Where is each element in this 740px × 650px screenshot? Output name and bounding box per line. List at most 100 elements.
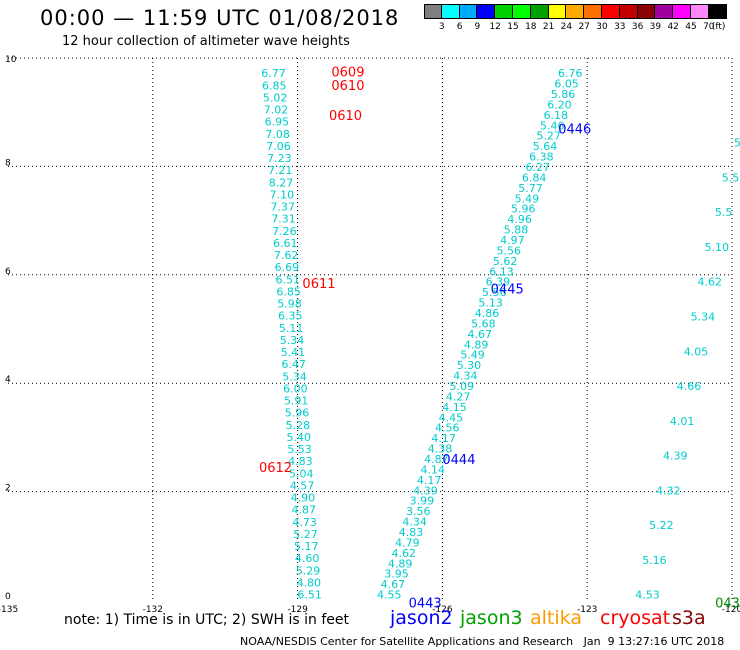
- color-scale-label: 3: [438, 22, 445, 32]
- wave-height-value: 7.02: [264, 104, 289, 117]
- color-scale-label: 9: [474, 22, 481, 32]
- color-swatch: [602, 4, 620, 19]
- color-scale-label: 36: [631, 22, 644, 32]
- lat-tick-label: 4: [5, 375, 11, 385]
- wave-height-value: 6.85: [276, 285, 301, 298]
- color-scale-label: 45: [685, 22, 697, 32]
- wave-height-value: 4.39: [413, 484, 438, 497]
- wave-height-value: 4.90: [291, 492, 316, 505]
- map-subtitle: 12 hour collection of altimeter wave hei…: [62, 34, 350, 49]
- lon-tick-label: -135: [0, 605, 18, 615]
- wave-height-value: 5.88: [504, 224, 529, 237]
- wave-height-value: 6.18: [544, 109, 569, 122]
- pass-number-label: 0612: [259, 461, 292, 476]
- wave-height-value: 4.15: [442, 401, 467, 414]
- wave-height-value: 5.91: [284, 395, 309, 408]
- lon-tick-label: -120: [722, 605, 740, 615]
- wave-height-value: 5.27: [536, 130, 561, 143]
- lat-tick-label: 8: [5, 158, 11, 168]
- wave-height-value: 5.98: [277, 298, 302, 311]
- lat-tick-label: 2: [5, 484, 11, 494]
- color-swatch: [530, 4, 549, 19]
- wave-height-value: 5.53: [287, 443, 312, 456]
- wave-height-value: 7.31: [271, 213, 296, 226]
- wave-height-value: 5.46: [540, 119, 565, 132]
- wave-height-value: 4.60: [295, 552, 320, 565]
- lat-tick-label: 10: [5, 55, 17, 65]
- color-scale-label: 12: [489, 22, 501, 32]
- color-bar-frame: [424, 4, 727, 19]
- wave-height-value: 4.87: [292, 504, 317, 517]
- color-scale-label: 27: [578, 22, 590, 32]
- wave-height-value: 6.35: [278, 310, 303, 323]
- wave-height-value: 5.64: [533, 140, 558, 153]
- wave-height-value: 5.86: [551, 88, 576, 101]
- wave-height-value: 6.27: [525, 161, 550, 174]
- wave-height-value: 5.10: [704, 241, 729, 254]
- wave-height-value: 5.56: [482, 286, 507, 299]
- color-swatch: [584, 4, 602, 19]
- color-swatch: [637, 4, 656, 19]
- wave-height-value: 4.87: [424, 453, 449, 466]
- wave-height-value: 4.79: [395, 536, 420, 549]
- wave-height-value: 6.84: [522, 171, 547, 184]
- wave-height-value: 5.02: [263, 91, 288, 104]
- color-scale-unit: (ft): [711, 22, 726, 32]
- legend-item-altika: altika: [530, 607, 582, 629]
- wave-height-value: 4.55: [377, 589, 402, 602]
- wave-height-value: 5.29: [296, 564, 321, 577]
- wave-height-value: 4.89: [388, 557, 413, 570]
- wave-height-value: 4.45: [439, 411, 464, 424]
- wave-height-value: 6.39: [486, 276, 511, 289]
- wave-height-value: 4.83: [288, 455, 313, 468]
- wave-height-value: 3.95: [384, 568, 409, 581]
- wave-height-value: 6.51: [276, 273, 301, 286]
- color-swatch: [691, 4, 709, 19]
- wave-height-value: 5.5: [715, 206, 733, 219]
- pass-number-label: 0446: [558, 122, 591, 137]
- pass-number-label: 0444: [442, 453, 475, 468]
- color-swatch: [495, 4, 513, 19]
- wave-height-value: 4.14: [420, 463, 445, 476]
- wave-height-value: 4.62: [392, 547, 417, 560]
- lon-tick-label: -126: [432, 605, 453, 615]
- color-swatch: [477, 4, 496, 19]
- wave-height-value: 4.38: [428, 443, 453, 456]
- wave-height-value: 4.34: [453, 370, 478, 383]
- pass-number-label: 043: [715, 597, 740, 612]
- color-scale-label: 33: [614, 22, 626, 32]
- wave-height-value: 6.51: [297, 589, 322, 602]
- wave-height-value: 4.67: [468, 328, 493, 341]
- color-scale-label: 30: [596, 22, 608, 32]
- wave-height-value: 5.49: [515, 192, 540, 205]
- wave-height-value: 5.56: [497, 244, 522, 257]
- legend-item-cryosat: cryosat: [600, 607, 671, 629]
- color-swatch: [548, 4, 567, 19]
- color-swatch: [655, 4, 674, 19]
- footer-credit: NOAA/NESDIS Center for Satellite Applica…: [240, 635, 725, 648]
- pass-number-label: 0610: [329, 109, 362, 124]
- wave-height-value: 5.62: [493, 255, 518, 268]
- wave-height-value: 4.53: [635, 589, 660, 602]
- wave-height-value: 5.34: [280, 334, 305, 347]
- wave-height-value: 6.13: [489, 265, 514, 278]
- wave-height-value: 6.69: [275, 261, 300, 274]
- wave-height-value: 5.34: [282, 370, 307, 383]
- lat-tick-label: 6: [5, 267, 11, 277]
- wave-height-value: 7.23: [267, 152, 292, 165]
- wave-height-value: 5.96: [285, 407, 310, 420]
- wave-height-value: 5.41: [281, 346, 306, 359]
- wave-height-value: 5.5: [722, 171, 740, 184]
- wave-height-value: 5.34: [691, 310, 716, 323]
- wave-height-value: 7.26: [272, 225, 297, 238]
- wave-height-value: 4.57: [290, 479, 315, 492]
- lon-tick-label: -129: [287, 605, 308, 615]
- wave-height-value: 7.08: [265, 128, 290, 141]
- wave-height-value: 5.27: [293, 528, 318, 541]
- wave-height-value: 5.40: [286, 431, 311, 444]
- wave-height-value: 4.67: [381, 578, 406, 591]
- wave-height-value: 4.32: [656, 484, 681, 497]
- wave-height-value: 6.38: [529, 151, 554, 164]
- wave-height-value: 6.85: [262, 79, 287, 92]
- wave-height-value: 5.28: [286, 419, 311, 432]
